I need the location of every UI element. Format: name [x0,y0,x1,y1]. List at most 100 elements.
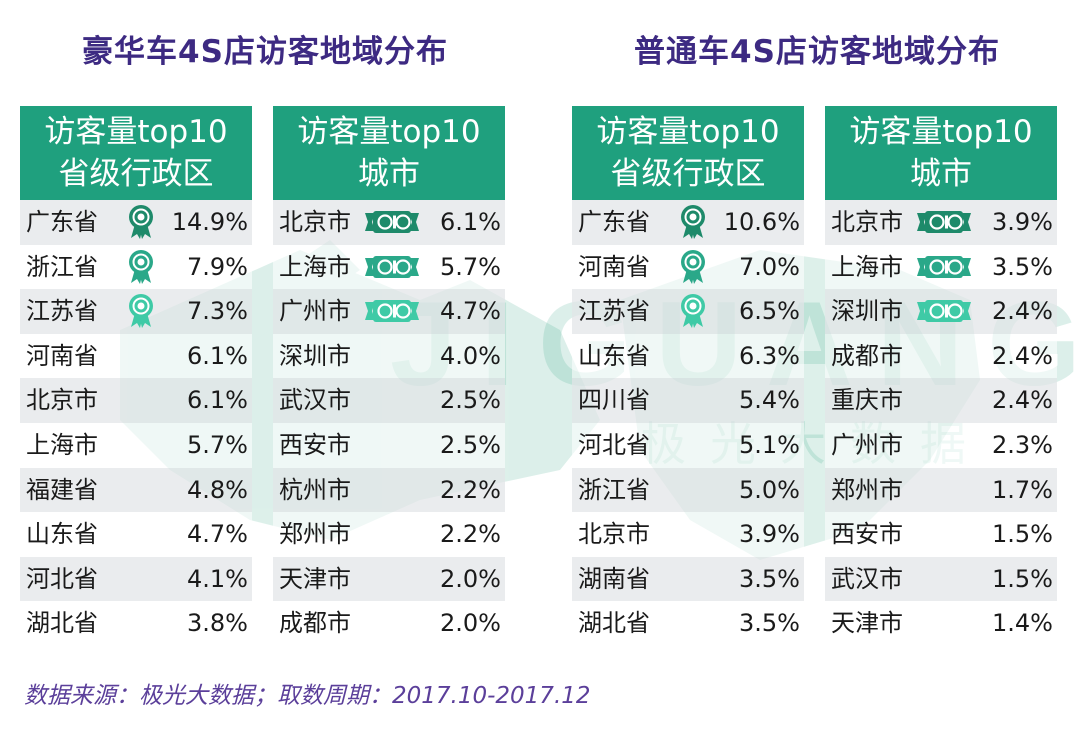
table-header-line: 访客量top10 [297,114,481,150]
table-row: 广州市 2.3% [825,422,1057,468]
region-name: 西安市 [279,430,351,459]
table-header-line: 访客量top10 [44,114,228,150]
ribbon-icon [913,289,975,333]
table-header-line: 城市 [910,156,972,192]
table-header-line: 省级行政区 [58,156,214,192]
table-row: 湖北省 3.8% [20,601,252,646]
region-name: 湖南省 [578,564,650,593]
region-name: 浙江省 [26,252,98,281]
visitor-share-value: 5.0% [739,475,800,504]
visitor-share-value: 7.3% [187,297,248,326]
table-row: 四川省 5.4% [572,378,804,423]
region-name: 浙江省 [578,475,650,504]
medal-icon [124,289,158,333]
table-row: 上海市 3.5% [825,244,1057,290]
table-row: 深圳市 2.4% [825,289,1057,334]
region-name: 河南省 [578,252,650,281]
region-name: 河南省 [26,341,98,370]
visitor-share-value: 4.7% [440,297,501,326]
visitor-share-value: 10.6% [723,208,800,236]
medal-icon [676,289,710,333]
table-row: 北京市 3.9% [825,200,1057,245]
table-row: 上海市 5.7% [20,422,252,468]
region-name: 北京市 [26,386,98,415]
visitor-share-value: 4.1% [187,564,248,593]
table-row: 上海市 5.7% [273,244,505,290]
visitor-share-value: 1.4% [992,609,1053,638]
table-row: 湖北省 3.5% [572,601,804,646]
ribbon-icon [913,200,975,244]
region-name: 广东省 [578,208,650,236]
visitor-share-value: 2.0% [440,564,501,593]
region-name: 湖北省 [26,609,98,638]
ribbon-icon [361,245,423,289]
table-row: 成都市 2.4% [825,333,1057,379]
visitor-share-value: 6.5% [739,297,800,326]
region-name: 江苏省 [26,297,98,326]
table-row: 河南省 7.0% [572,244,804,290]
region-name: 广州市 [279,297,351,326]
table-header-line: 省级行政区 [610,156,766,192]
region-name: 杭州市 [279,475,351,504]
table-row: 重庆市 2.4% [825,378,1057,423]
visitor-share-value: 6.1% [187,341,248,370]
table-row: 山东省 4.7% [20,512,252,557]
table-header-line: 访客量top10 [849,114,1033,150]
region-name: 郑州市 [279,520,351,549]
region-name: 上海市 [279,252,351,281]
table-header-line: 访客量top10 [596,114,780,150]
table-header: 访客量top10 省级行政区 [20,106,252,200]
table-regular-city: 访客量top10 城市 北京市 3.9% 上海市 3.5% 深圳市 2.4% 成都市 2.4% 重庆… [825,106,1057,646]
table-row: 郑州市 1.7% [825,467,1057,513]
region-name: 武汉市 [279,386,351,415]
region-name: 山东省 [578,341,650,370]
visitor-share-value: 14.9% [171,208,248,236]
visitor-share-value: 4.7% [187,520,248,549]
medal-icon [124,200,158,244]
visitor-share-value: 5.7% [187,430,248,459]
region-name: 天津市 [279,564,351,593]
table-row: 天津市 2.0% [273,556,505,602]
table-header-line: 城市 [358,156,420,192]
visitor-share-value: 3.5% [739,564,800,593]
table-row: 河北省 4.1% [20,556,252,602]
visitor-share-value: 3.5% [992,252,1053,281]
table-row: 武汉市 2.5% [273,378,505,423]
section-title-regular: 普通车4S店访客地域分布 [634,34,1000,70]
visitor-share-value: 3.9% [992,208,1053,236]
visitor-share-value: 3.9% [739,520,800,549]
visitor-share-value: 4.8% [187,475,248,504]
region-name: 重庆市 [831,386,903,415]
ribbon-icon [361,200,423,244]
visitor-share-value: 7.9% [187,252,248,281]
table-row: 广州市 4.7% [273,289,505,334]
table-row: 北京市 3.9% [572,512,804,557]
visitor-share-value: 2.0% [440,609,501,638]
visitor-share-value: 2.4% [992,386,1053,415]
table-row: 河南省 6.1% [20,333,252,379]
region-name: 江苏省 [578,297,650,326]
table-header: 访客量top10 城市 [273,106,505,200]
table-luxury-city: 访客量top10 城市 北京市 6.1% 上海市 5.7% 广州市 4.7% 深圳市 4.0% 武汉… [273,106,505,646]
medal-icon [124,245,158,289]
table-row: 天津市 1.4% [825,601,1057,646]
visitor-share-value: 1.5% [992,564,1053,593]
table-row: 福建省 4.8% [20,467,252,513]
region-name: 天津市 [831,609,903,638]
region-name: 北京市 [279,208,351,236]
visitor-share-value: 2.3% [992,430,1053,459]
region-name: 深圳市 [831,297,903,326]
region-name: 湖北省 [578,609,650,638]
visitor-share-value: 5.4% [739,386,800,415]
visitor-share-value: 6.3% [739,341,800,370]
table-row: 西安市 2.5% [273,422,505,468]
table-row: 杭州市 2.2% [273,467,505,513]
region-name: 北京市 [578,520,650,549]
visitor-share-value: 2.2% [440,475,501,504]
region-name: 河北省 [26,564,98,593]
table-row: 武汉市 1.5% [825,556,1057,602]
region-name: 广东省 [26,208,98,236]
region-name: 四川省 [578,386,650,415]
medal-icon [676,200,710,244]
section-title-luxury: 豪华车4S店访客地域分布 [82,34,448,70]
